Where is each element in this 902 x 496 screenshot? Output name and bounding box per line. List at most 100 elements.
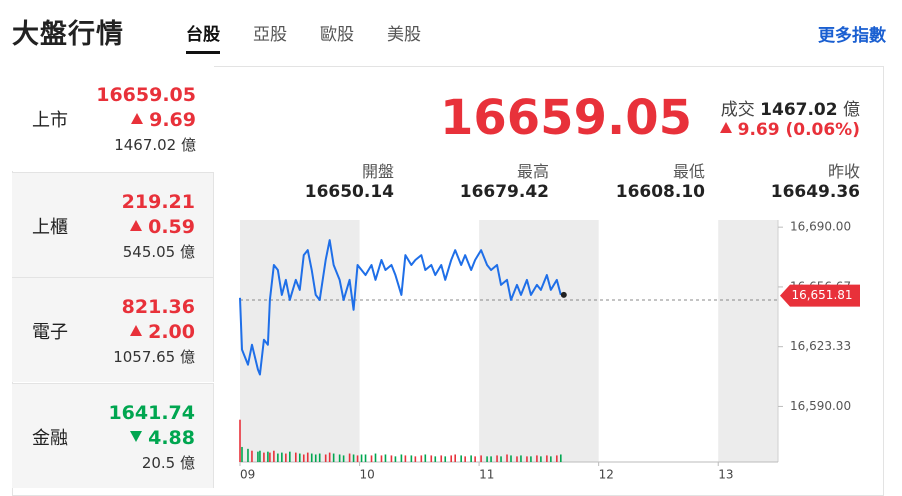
x-tick-label: 10 [360, 468, 375, 482]
y-tick-label: 16,690.00 [790, 220, 851, 234]
volume-bar [520, 455, 522, 462]
change-arrow [719, 122, 732, 133]
volume-bar [510, 455, 512, 462]
turnover-unit: 億 [843, 100, 860, 120]
index-name: 上市 [32, 110, 68, 131]
stat-label: 最低 [672, 162, 705, 181]
volume-bar [506, 454, 508, 462]
volume-bar [474, 456, 476, 462]
hour-band [479, 220, 599, 462]
index-change: 0.59 [130, 216, 195, 238]
volume-bar [310, 453, 313, 462]
index-row[interactable]: 電子 821.36 2.00 1057.65 億 [12, 277, 214, 382]
index-value: 16659.05 [96, 84, 196, 106]
volume-bar [302, 454, 305, 462]
x-tick-label: 09 [240, 468, 255, 482]
tab[interactable]: 亞股 [253, 25, 287, 45]
index-volume: 20.5 億 [141, 453, 195, 472]
volume-bar [370, 455, 373, 462]
change-text: 9.69 (0.06%) [737, 120, 860, 140]
volume-bar [460, 455, 462, 462]
volume-bar [516, 456, 518, 462]
volume-bar [241, 446, 243, 462]
volume-bar [560, 454, 562, 462]
last-price-label: 16,651.81 [791, 288, 852, 302]
change-text: 0.59 [148, 215, 195, 238]
volume-bar [404, 455, 407, 462]
volume-bar [328, 452, 331, 462]
volume-bar [263, 452, 265, 462]
volume-bar [364, 454, 367, 462]
y-tick-label: 16,590.00 [790, 399, 851, 413]
volume-bar [540, 456, 542, 462]
volume-bar [450, 455, 453, 462]
index-volume: 545.05 億 [122, 242, 195, 261]
volume-bar [281, 452, 283, 462]
change-text: 9.69 [149, 109, 196, 131]
volume-bar [410, 455, 413, 462]
x-tick-label: 11 [479, 468, 494, 482]
volume-bar [338, 454, 341, 462]
index-row[interactable]: 上櫃 219.21 0.59 545.05 億 [12, 171, 214, 277]
index-volume: 1467.02 億 [114, 136, 196, 154]
hour-band [240, 220, 360, 462]
stat-label: 開盤 [361, 162, 394, 181]
change-arrow [130, 325, 143, 336]
volume-bar [420, 455, 423, 462]
volume-bar [374, 453, 377, 462]
volume-bar [294, 452, 297, 462]
volume-bar [259, 450, 261, 462]
change-arrow [131, 113, 144, 124]
volume-bar [352, 454, 355, 462]
volume-bar [360, 454, 363, 462]
x-tick-label: 12 [599, 468, 614, 482]
volume-bar [480, 455, 482, 462]
index-row[interactable]: 金融 1641.74 4.88 20.5 億 [12, 382, 214, 488]
volume-bar [251, 450, 253, 462]
index-value: 219.21 [121, 190, 195, 213]
volume-bar [306, 452, 309, 462]
volume-bar [332, 453, 335, 462]
turnover-label: 成交 [720, 100, 755, 120]
volume-bar [314, 454, 317, 462]
volume-bar [318, 453, 321, 462]
index-name: 金融 [32, 427, 68, 449]
hour-band [718, 220, 778, 462]
turnover: 成交 1467.02 億 [721, 95, 860, 120]
stat-value: 16649.36 [770, 182, 860, 202]
volume-bar [430, 455, 433, 462]
last-price-tag [780, 284, 860, 307]
volume-bar [239, 419, 241, 462]
volume-bar [384, 454, 387, 462]
more-link[interactable]: 更多指數 [818, 26, 886, 46]
volume-bar [546, 455, 548, 462]
stat-value: 16679.42 [459, 182, 549, 202]
volume-bar [277, 453, 279, 462]
price-line [239, 239, 562, 376]
stat-value: 16650.14 [304, 182, 394, 202]
volume-bar [550, 456, 552, 462]
tab[interactable]: 台股 [186, 20, 220, 54]
volume-bar [342, 455, 345, 462]
index-change: 9.69 (0.06%) [719, 120, 860, 140]
volume-bar [356, 455, 359, 462]
volume-bar [414, 456, 417, 462]
volume-bar [289, 451, 291, 462]
index-value: 1641.74 [108, 401, 195, 424]
tab[interactable]: 歐股 [320, 25, 354, 45]
last-point [560, 291, 567, 298]
volume-bar [464, 456, 466, 462]
volume-bar [257, 451, 259, 462]
volume-bar [400, 454, 403, 462]
volume-bar [298, 453, 301, 462]
tab[interactable]: 美股 [387, 25, 421, 45]
stat-label: 昨收 [827, 162, 860, 181]
change-text: 2.00 [148, 321, 195, 343]
x-tick-label: 13 [718, 468, 733, 482]
volume-bar [440, 455, 443, 462]
index-name: 電子 [32, 322, 68, 343]
index-change: 4.88 [130, 427, 195, 449]
index-row[interactable]: 上市 16659.05 9.69 1467.02 億 [12, 66, 214, 171]
volume-bar [348, 453, 351, 462]
